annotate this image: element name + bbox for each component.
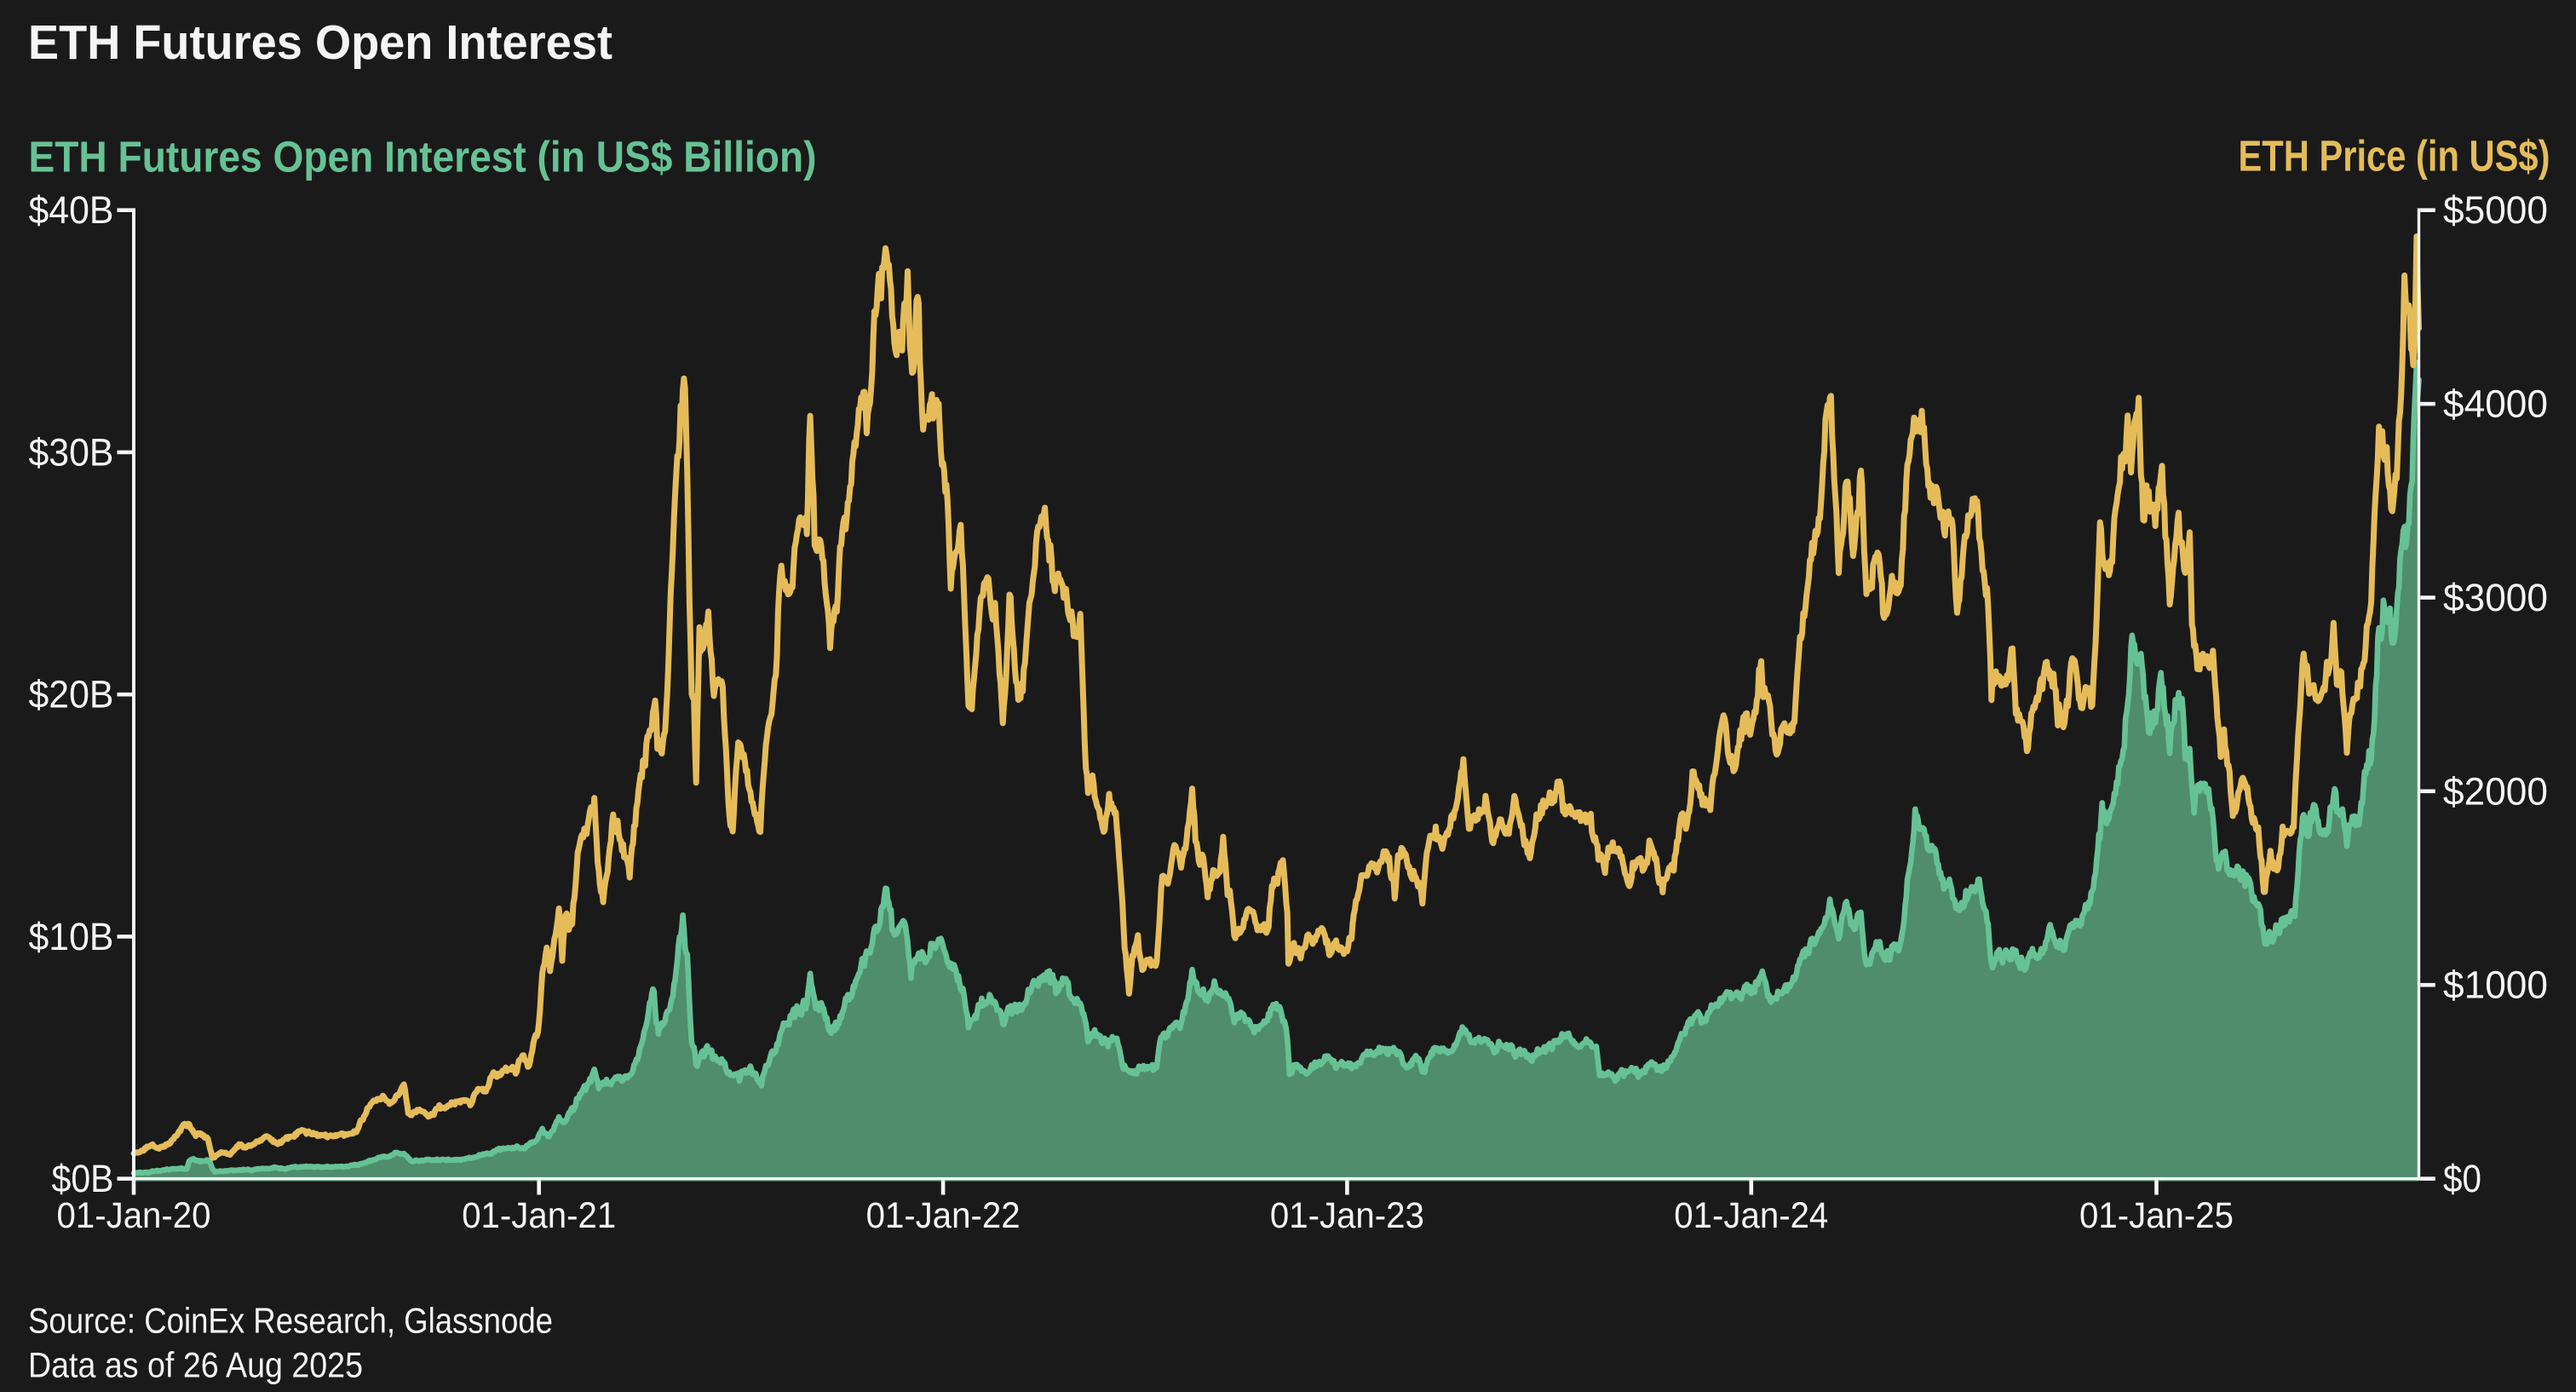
svg-text:01-Jan-25: 01-Jan-25 xyxy=(2079,1195,2234,1236)
svg-text:Data as of 26 Aug 2025: Data as of 26 Aug 2025 xyxy=(28,1345,363,1385)
svg-text:ETH Futures Open Interest (in: ETH Futures Open Interest (in US$ Billio… xyxy=(29,133,817,181)
svg-text:$0: $0 xyxy=(2443,1157,2481,1200)
svg-text:$30B: $30B xyxy=(29,430,114,474)
svg-text:$5000: $5000 xyxy=(2443,188,2548,232)
svg-text:01-Jan-20: 01-Jan-20 xyxy=(57,1195,211,1236)
svg-text:01-Jan-24: 01-Jan-24 xyxy=(1674,1195,1828,1236)
svg-text:Source: CoinEx Research, Glass: Source: CoinEx Research, Glassnode xyxy=(28,1301,553,1341)
svg-text:01-Jan-21: 01-Jan-21 xyxy=(462,1195,616,1236)
svg-text:01-Jan-23: 01-Jan-23 xyxy=(1270,1195,1424,1236)
svg-text:$2000: $2000 xyxy=(2443,769,2548,813)
svg-text:ETH Futures Open Interest: ETH Futures Open Interest xyxy=(28,15,612,70)
svg-text:$4000: $4000 xyxy=(2443,383,2548,426)
svg-text:$20B: $20B xyxy=(29,673,114,716)
svg-text:$3000: $3000 xyxy=(2443,576,2548,619)
svg-text:$10B: $10B xyxy=(29,915,114,958)
svg-text:ETH Price (in US$): ETH Price (in US$) xyxy=(2239,132,2550,181)
svg-text:$0B: $0B xyxy=(52,1157,114,1200)
svg-text:$1000: $1000 xyxy=(2443,963,2548,1007)
svg-text:01-Jan-22: 01-Jan-22 xyxy=(866,1195,1021,1236)
svg-text:$40B: $40B xyxy=(29,188,114,232)
